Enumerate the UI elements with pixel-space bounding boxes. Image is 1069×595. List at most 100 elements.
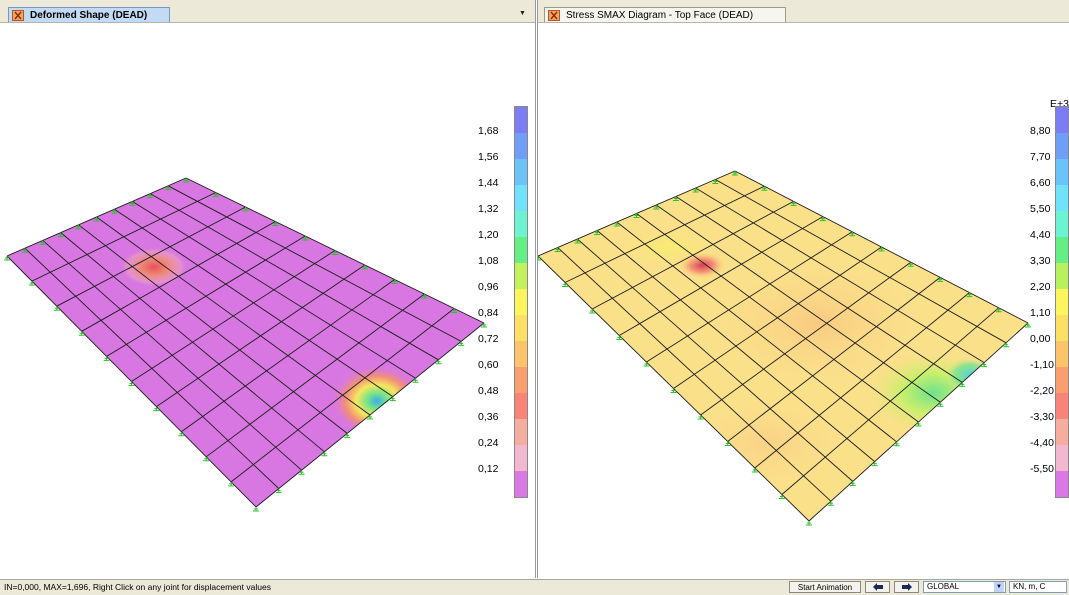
support-symbol: [78, 331, 85, 336]
tab-title: Stress SMAX Diagram - Top Face (DEAD): [566, 9, 754, 21]
support-symbol: [39, 240, 46, 245]
legend-label: 1,68: [478, 125, 499, 137]
legend-label: 1,44: [478, 177, 499, 189]
support-symbol: [129, 201, 136, 206]
support-symbol: [643, 362, 650, 367]
legend-label: 5,50: [1030, 203, 1051, 215]
legend-swatch: [515, 211, 527, 237]
next-button[interactable]: [894, 581, 919, 593]
mesh-line: [754, 292, 970, 469]
legend-label: 3,30: [1030, 255, 1051, 267]
support-symbol: [53, 306, 60, 311]
mesh-line: [60, 232, 325, 453]
legend-label: 0,00: [1030, 333, 1051, 345]
support-symbol: [613, 222, 620, 227]
support-symbol: [554, 247, 561, 252]
legend-swatch: [1056, 107, 1068, 133]
support-symbol: [242, 207, 249, 212]
mesh-line: [131, 250, 336, 382]
legend-label: 0,48: [478, 385, 499, 397]
support-symbol: [21, 248, 28, 253]
mesh-line: [673, 246, 882, 389]
legend-swatch: [1056, 185, 1068, 211]
legend-swatch: [515, 341, 527, 367]
previous-button[interactable]: [865, 581, 890, 593]
legend-label: 0,12: [478, 463, 499, 475]
chevron-down-icon[interactable]: ▼: [519, 10, 526, 17]
support-symbol: [228, 481, 235, 487]
support-symbol: [995, 307, 1002, 313]
legend-swatch: [1056, 289, 1068, 315]
contour-region: [608, 225, 728, 269]
legend-swatch: [1056, 237, 1068, 263]
legend-swatch: [1056, 445, 1068, 471]
support-symbol: [907, 262, 914, 267]
legend-label: 1,32: [478, 203, 499, 215]
coordinate-system-select[interactable]: GLOBAL ▼: [923, 581, 1006, 593]
support-symbol: [562, 282, 569, 287]
support-symbol: [806, 521, 812, 526]
stress-plot[interactable]: [538, 23, 1069, 578]
contour-region: [331, 365, 423, 437]
support-symbol: [827, 501, 834, 506]
legend-swatch: [515, 289, 527, 315]
legend-label: -4,40: [1030, 437, 1054, 449]
support-symbol: [589, 309, 596, 314]
contour-region: [698, 253, 938, 393]
legend-label: 0,84: [478, 307, 499, 319]
support-symbol: [871, 461, 878, 467]
legend-label: 1,10: [1030, 307, 1051, 319]
support-symbol: [361, 265, 368, 270]
legend-swatch: [1056, 471, 1068, 497]
legend-swatch: [1056, 367, 1068, 393]
support-symbol: [616, 335, 623, 340]
legend-label: 4,40: [1030, 229, 1051, 241]
support-symbol: [57, 232, 64, 238]
arrow-left-icon: [872, 583, 883, 591]
support-symbol: [435, 359, 442, 365]
tab-deformed-shape[interactable]: Deformed Shape (DEAD): [8, 7, 170, 22]
support-symbol: [692, 188, 699, 193]
support-symbol: [1003, 342, 1010, 348]
legend-swatch: [515, 419, 527, 445]
support-symbol: [389, 396, 396, 402]
support-symbol: [893, 441, 900, 447]
support-symbol: [332, 250, 338, 255]
support-symbol: [321, 451, 328, 457]
legend-label: 0,36: [478, 411, 499, 423]
support-symbol: [751, 468, 758, 473]
support-symbol: [849, 231, 856, 237]
legend-swatch: [515, 315, 527, 341]
tab-stress-diagram[interactable]: Stress SMAX Diagram - Top Face (DEAD): [544, 7, 786, 22]
support-symbol: [103, 356, 110, 361]
mesh-line: [230, 308, 455, 483]
legend-color-bar: [1055, 106, 1069, 498]
start-animation-button[interactable]: Start Animation: [789, 581, 861, 593]
units-select[interactable]: KN, m, C: [1009, 581, 1067, 593]
support-symbol: [594, 230, 601, 235]
support-symbol: [574, 239, 581, 244]
legend-label: -1,10: [1030, 359, 1054, 371]
legend-label: 0,96: [478, 281, 499, 293]
support-symbol: [697, 415, 704, 420]
support-symbol: [849, 481, 856, 486]
support-symbol: [147, 193, 154, 199]
mesh-line: [596, 230, 875, 462]
support-symbol: [1025, 323, 1031, 328]
support-symbol: [412, 378, 419, 383]
deformed-shape-window[interactable]: Deformed Shape (DEAD) ▼ 1,68 1,56 1,44 1,32…: [0, 0, 536, 578]
support-symbol: [272, 221, 279, 226]
chevron-down-icon: ▼: [994, 582, 1004, 592]
stress-diagram-window[interactable]: Stress SMAX Diagram - Top Face (DEAD) E+…: [537, 0, 1069, 578]
legend-swatch: [515, 263, 527, 289]
support-symbol: [481, 323, 487, 328]
legend-label: 1,56: [478, 151, 499, 163]
support-symbol: [165, 185, 172, 191]
deformed-shape-plot[interactable]: [0, 23, 535, 578]
support-symbol: [212, 192, 219, 197]
legend-swatch: [515, 133, 527, 159]
support-symbol: [959, 382, 966, 387]
legend-swatch: [1056, 263, 1068, 289]
tab-strip: Deformed Shape (DEAD) ▼: [0, 0, 535, 23]
legend-label: -5,50: [1030, 463, 1054, 475]
